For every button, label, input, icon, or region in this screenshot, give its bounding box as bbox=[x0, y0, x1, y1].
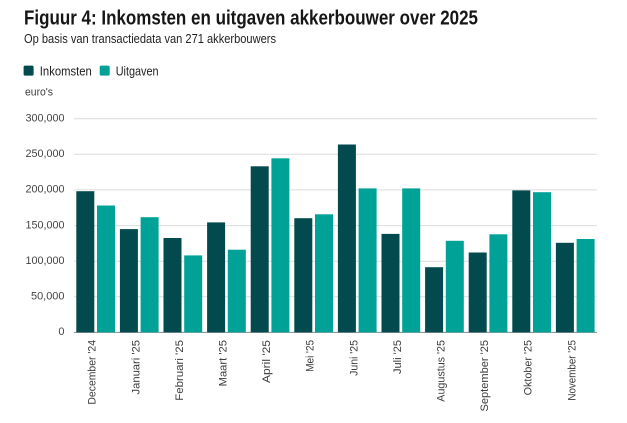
svg-text:December '24: December '24 bbox=[87, 340, 99, 405]
svg-text:200,000: 200,000 bbox=[26, 184, 65, 196]
svg-text:Inkomsten: Inkomsten bbox=[40, 63, 92, 78]
svg-text:Februari '25: Februari '25 bbox=[174, 340, 186, 401]
svg-text:April '25: April '25 bbox=[261, 340, 273, 383]
svg-text:150,000: 150,000 bbox=[26, 219, 65, 231]
svg-text:Figuur 4: Inkomsten en uitgave: Figuur 4: Inkomsten en uitgaven akkerbou… bbox=[24, 8, 478, 30]
svg-text:euro's: euro's bbox=[25, 87, 53, 99]
svg-text:November '25: November '25 bbox=[566, 340, 578, 401]
svg-text:250,000: 250,000 bbox=[26, 148, 65, 160]
svg-text:Op basis van transactiedata va: Op basis van transactiedata van 271 akke… bbox=[24, 32, 276, 46]
svg-text:50,000: 50,000 bbox=[31, 291, 65, 303]
svg-text:Juni '25: Juni '25 bbox=[348, 340, 360, 376]
svg-text:Oktober '25: Oktober '25 bbox=[523, 340, 535, 395]
svg-text:Maart '25: Maart '25 bbox=[217, 340, 229, 386]
svg-text:Mei '25: Mei '25 bbox=[305, 340, 317, 372]
svg-text:Januari '25: Januari '25 bbox=[130, 340, 142, 395]
svg-text:Juli '25: Juli '25 bbox=[392, 340, 404, 374]
svg-text:0: 0 bbox=[58, 326, 64, 338]
svg-text:September '25: September '25 bbox=[479, 340, 491, 412]
svg-text:100,000: 100,000 bbox=[26, 255, 65, 267]
svg-text:Uitgaven: Uitgaven bbox=[116, 63, 159, 78]
svg-text:Augustus '25: Augustus '25 bbox=[435, 340, 447, 402]
svg-text:300,000: 300,000 bbox=[26, 112, 65, 124]
